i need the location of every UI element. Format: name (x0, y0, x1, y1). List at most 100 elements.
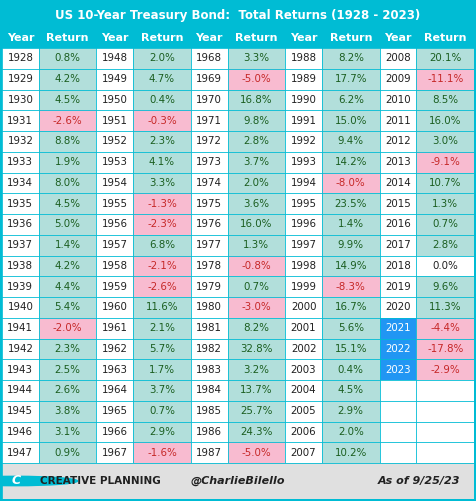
Text: 2.3%: 2.3% (149, 136, 175, 146)
Text: 14.9%: 14.9% (335, 261, 367, 271)
Text: 1960: 1960 (102, 303, 128, 313)
Text: 9.4%: 9.4% (338, 136, 364, 146)
Text: 1.3%: 1.3% (432, 198, 458, 208)
Text: 1991: 1991 (291, 116, 317, 126)
Text: 1954: 1954 (102, 178, 128, 188)
Text: 1953: 1953 (102, 157, 128, 167)
Text: -2.3%: -2.3% (147, 219, 177, 229)
Text: 25.7%: 25.7% (240, 406, 273, 416)
Text: 4.4%: 4.4% (55, 282, 80, 292)
Text: 1975: 1975 (196, 198, 222, 208)
Text: 1989: 1989 (291, 74, 317, 84)
Text: -0.8%: -0.8% (241, 261, 271, 271)
Text: Return: Return (424, 33, 466, 43)
Text: -2.1%: -2.1% (147, 261, 177, 271)
Text: 2.0%: 2.0% (338, 427, 364, 437)
Text: C: C (11, 474, 21, 487)
Text: 2019: 2019 (385, 282, 411, 292)
Text: 1940: 1940 (8, 303, 33, 313)
Text: 1944: 1944 (8, 385, 33, 395)
Text: 1967: 1967 (102, 447, 128, 457)
Text: 2003: 2003 (291, 365, 317, 375)
Text: -9.1%: -9.1% (430, 157, 460, 167)
Text: -2.6%: -2.6% (53, 116, 82, 126)
Text: 1984: 1984 (196, 385, 222, 395)
Text: 1934: 1934 (8, 178, 33, 188)
Text: 1958: 1958 (102, 261, 128, 271)
Text: Year: Year (384, 33, 412, 43)
Text: Return: Return (329, 33, 372, 43)
Text: @CharlieBilello: @CharlieBilello (191, 476, 285, 486)
Text: 1936: 1936 (8, 219, 33, 229)
Text: -2.0%: -2.0% (53, 323, 82, 333)
Text: 1974: 1974 (196, 178, 222, 188)
Text: 1997: 1997 (291, 240, 317, 250)
Text: -5.0%: -5.0% (241, 74, 271, 84)
Text: Return: Return (46, 33, 89, 43)
Text: 1948: 1948 (102, 54, 128, 63)
Text: 9.9%: 9.9% (338, 240, 364, 250)
Text: 3.3%: 3.3% (149, 178, 175, 188)
Text: -17.8%: -17.8% (427, 344, 464, 354)
Text: 1947: 1947 (8, 447, 33, 457)
Text: 20.1%: 20.1% (429, 54, 461, 63)
Text: 2016: 2016 (385, 219, 411, 229)
Text: 2009: 2009 (385, 74, 411, 84)
Text: 2.8%: 2.8% (243, 136, 269, 146)
Text: 1928: 1928 (8, 54, 33, 63)
Text: 4.1%: 4.1% (149, 157, 175, 167)
Text: 2.0%: 2.0% (149, 54, 175, 63)
Text: 3.1%: 3.1% (55, 427, 80, 437)
Text: 32.8%: 32.8% (240, 344, 273, 354)
Text: 3.8%: 3.8% (55, 406, 80, 416)
Text: 1981: 1981 (196, 323, 222, 333)
Text: 1933: 1933 (8, 157, 33, 167)
Text: 3.0%: 3.0% (432, 136, 458, 146)
Text: 4.2%: 4.2% (55, 261, 80, 271)
Text: 3.7%: 3.7% (149, 385, 175, 395)
Text: 1938: 1938 (8, 261, 33, 271)
Text: 1976: 1976 (196, 219, 222, 229)
Text: 1992: 1992 (291, 136, 317, 146)
Text: 0.7%: 0.7% (432, 219, 458, 229)
Text: -2.6%: -2.6% (147, 282, 177, 292)
Text: 1931: 1931 (8, 116, 33, 126)
Text: 1986: 1986 (196, 427, 222, 437)
Text: 9.6%: 9.6% (432, 282, 458, 292)
Text: 0.0%: 0.0% (432, 261, 458, 271)
Text: 11.6%: 11.6% (146, 303, 178, 313)
Text: 1999: 1999 (291, 282, 317, 292)
Text: 2002: 2002 (291, 344, 317, 354)
Text: 1935: 1935 (8, 198, 33, 208)
Text: 1932: 1932 (8, 136, 33, 146)
Text: 8.0%: 8.0% (55, 178, 80, 188)
Text: 1982: 1982 (196, 344, 222, 354)
Text: 1.3%: 1.3% (243, 240, 269, 250)
Text: 2005: 2005 (291, 406, 317, 416)
Text: 5.7%: 5.7% (149, 344, 175, 354)
Text: -8.3%: -8.3% (336, 282, 366, 292)
Text: 1.9%: 1.9% (55, 157, 80, 167)
Text: 1977: 1977 (196, 240, 222, 250)
Text: 3.7%: 3.7% (243, 157, 269, 167)
Text: 1929: 1929 (8, 74, 33, 84)
Text: 23.5%: 23.5% (335, 198, 367, 208)
Text: 8.2%: 8.2% (243, 323, 269, 333)
Text: 1970: 1970 (196, 95, 222, 105)
Text: 1987: 1987 (196, 447, 222, 457)
Text: 16.0%: 16.0% (240, 219, 273, 229)
Text: 1969: 1969 (196, 74, 222, 84)
Text: 1951: 1951 (102, 116, 128, 126)
Text: 24.3%: 24.3% (240, 427, 273, 437)
Text: 1966: 1966 (102, 427, 128, 437)
Text: Year: Year (7, 33, 34, 43)
Text: 0.8%: 0.8% (55, 54, 80, 63)
Text: 4.5%: 4.5% (55, 198, 80, 208)
Text: 2004: 2004 (291, 385, 317, 395)
Text: 6.8%: 6.8% (149, 240, 175, 250)
Text: 1959: 1959 (102, 282, 128, 292)
Text: 11.3%: 11.3% (429, 303, 462, 313)
Text: 2.5%: 2.5% (55, 365, 80, 375)
Text: 1963: 1963 (102, 365, 128, 375)
Text: 14.2%: 14.2% (335, 157, 367, 167)
